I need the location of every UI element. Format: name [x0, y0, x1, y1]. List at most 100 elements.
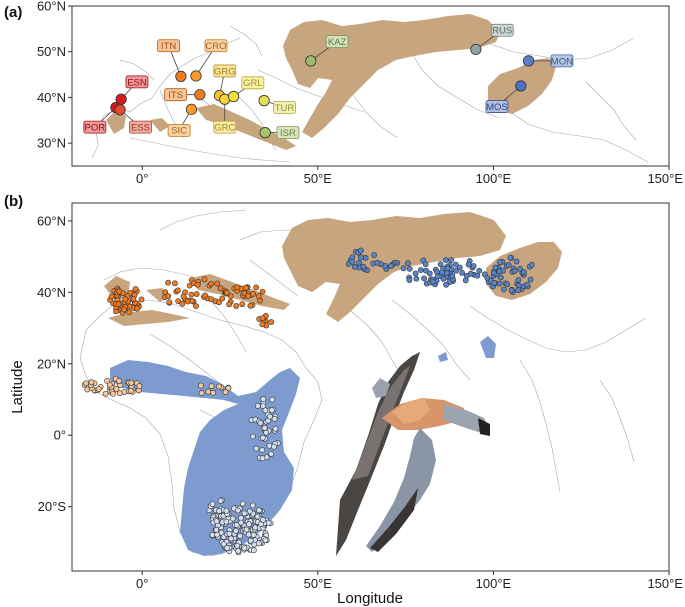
panel-b-xtick-label: 100°E [476, 576, 512, 591]
african-wintering-point [213, 526, 220, 533]
western-breeding-point [172, 280, 178, 287]
panel-a-xtick-label: 150°E [647, 171, 683, 186]
african-wintering-point [249, 433, 256, 440]
western-breeding-point [162, 289, 169, 296]
eastern-breeding-point [423, 267, 429, 274]
western-breeding-point [216, 299, 222, 306]
african-wintering-point [246, 521, 252, 528]
svg-text:KAZ: KAZ [328, 37, 347, 48]
western-breeding-point [219, 295, 226, 302]
african-wintering-point [223, 518, 230, 525]
sahel-wintering-point [222, 389, 229, 396]
western-breeding-point [253, 284, 260, 291]
eastern-breeding-point [443, 270, 450, 276]
eastern-breeding-point [474, 272, 481, 279]
western-breeding-point [166, 299, 173, 306]
svg-text:ESN: ESN [127, 77, 147, 88]
eastern-breeding-point [500, 286, 507, 293]
eastern-breeding-point [374, 259, 381, 266]
western-breeding-point [208, 280, 215, 287]
population-point-sic [185, 103, 197, 115]
panel-a-xtick-label: 100°E [476, 171, 512, 186]
svg-text:MON: MON [551, 56, 573, 67]
african-wintering-point [259, 447, 266, 453]
western-breeding-point [188, 291, 195, 298]
african-wintering-point [253, 445, 260, 452]
population-point-tur [258, 95, 270, 107]
african-wintering-point [216, 508, 223, 514]
population-point-rus [470, 43, 482, 56]
eastern-breeding-point [497, 274, 504, 281]
western-breeding-point [165, 293, 172, 300]
western-breeding-point [234, 284, 241, 291]
panel-a-letter: (a) [4, 4, 22, 21]
western-breeding-point [255, 293, 262, 300]
african-wintering-point [241, 545, 248, 552]
western-breeding-point [194, 281, 201, 288]
eastern-breeding-point [507, 254, 514, 261]
african-wintering-point [260, 517, 266, 523]
panel-b-ytick-label: 60°N [37, 213, 66, 228]
sahel-wintering-point [136, 383, 143, 389]
panel-b-ytick-label: 0° [54, 428, 66, 443]
sahel-wintering-point [225, 385, 232, 392]
population-label-grg: GRG [213, 64, 237, 77]
african-wintering-point [224, 545, 230, 551]
western-breeding-point [174, 287, 181, 294]
population-label-mos: MOS [485, 100, 509, 113]
western-breeding-point [193, 303, 199, 309]
african-wintering-point [232, 527, 239, 534]
african-wintering-point [209, 501, 216, 507]
eastern-breeding-point [508, 287, 515, 294]
eastern-breeding-point [351, 264, 358, 270]
sahel-wintering-point [110, 390, 116, 397]
panel-a-xtick-label: 0° [136, 171, 148, 186]
african-wintering-point [268, 451, 275, 457]
african-wintering-point [262, 407, 269, 414]
western-breeding-point [233, 303, 240, 309]
panel-a-breeding-range-west [106, 104, 296, 150]
african-wintering-point [241, 510, 248, 517]
svg-text:GRG: GRG [214, 66, 236, 77]
panel-a-ytick-label: 30°N [37, 136, 66, 151]
panel-a-xtick-label: 50°E [304, 171, 333, 186]
panel-a-ticks: 30°N 40°N 50°N 60°N 0° 50°E 100°E 150°E [37, 0, 683, 186]
western-breeding-point [243, 284, 249, 291]
eastern-breeding-point [515, 276, 522, 283]
western-breeding-point [247, 302, 254, 309]
svg-text:ESS: ESS [131, 123, 150, 134]
eastern-breeding-point [388, 263, 394, 269]
african-wintering-point [237, 533, 243, 539]
african-wintering-point [268, 407, 275, 414]
eastern-breeding-point [462, 277, 469, 284]
eastern-breeding-point [371, 252, 378, 259]
african-wintering-point [261, 424, 268, 431]
eastern-breeding-point [417, 267, 424, 273]
panel-a-ytick-label: 60°N [37, 0, 66, 14]
african-wintering-point [250, 547, 257, 554]
panel-a-map: 30°N 40°N 50°N 60°N 0° 50°E 100°E 150°E POR ESN E… [37, 0, 683, 186]
eastern-breeding-point [527, 276, 534, 283]
western-breeding-point [115, 301, 122, 307]
african-wintering-point [267, 413, 273, 420]
population-point-kaz [305, 55, 317, 67]
african-wintering-point [265, 519, 272, 526]
eastern-breeding-point [523, 281, 530, 288]
svg-text:GRC: GRC [214, 123, 235, 134]
western-breeding-point [108, 293, 115, 300]
panel-b-tracking-points [81, 247, 535, 556]
sahel-wintering-point [95, 386, 102, 392]
african-wintering-point [245, 531, 252, 538]
african-wintering-point [254, 513, 261, 520]
african-wintering-point [235, 547, 242, 554]
panel-b-ytick-label: 20°S [38, 499, 67, 514]
western-breeding-point [201, 276, 208, 283]
eastern-breeding-point [491, 269, 497, 276]
western-breeding-point [268, 319, 275, 325]
svg-text:CRO: CRO [205, 41, 226, 52]
sahel-wintering-point [208, 383, 215, 390]
population-label-its: ITS [164, 88, 187, 101]
population-label-ess: ESS [129, 120, 152, 134]
eastern-breeding-point [405, 260, 411, 266]
